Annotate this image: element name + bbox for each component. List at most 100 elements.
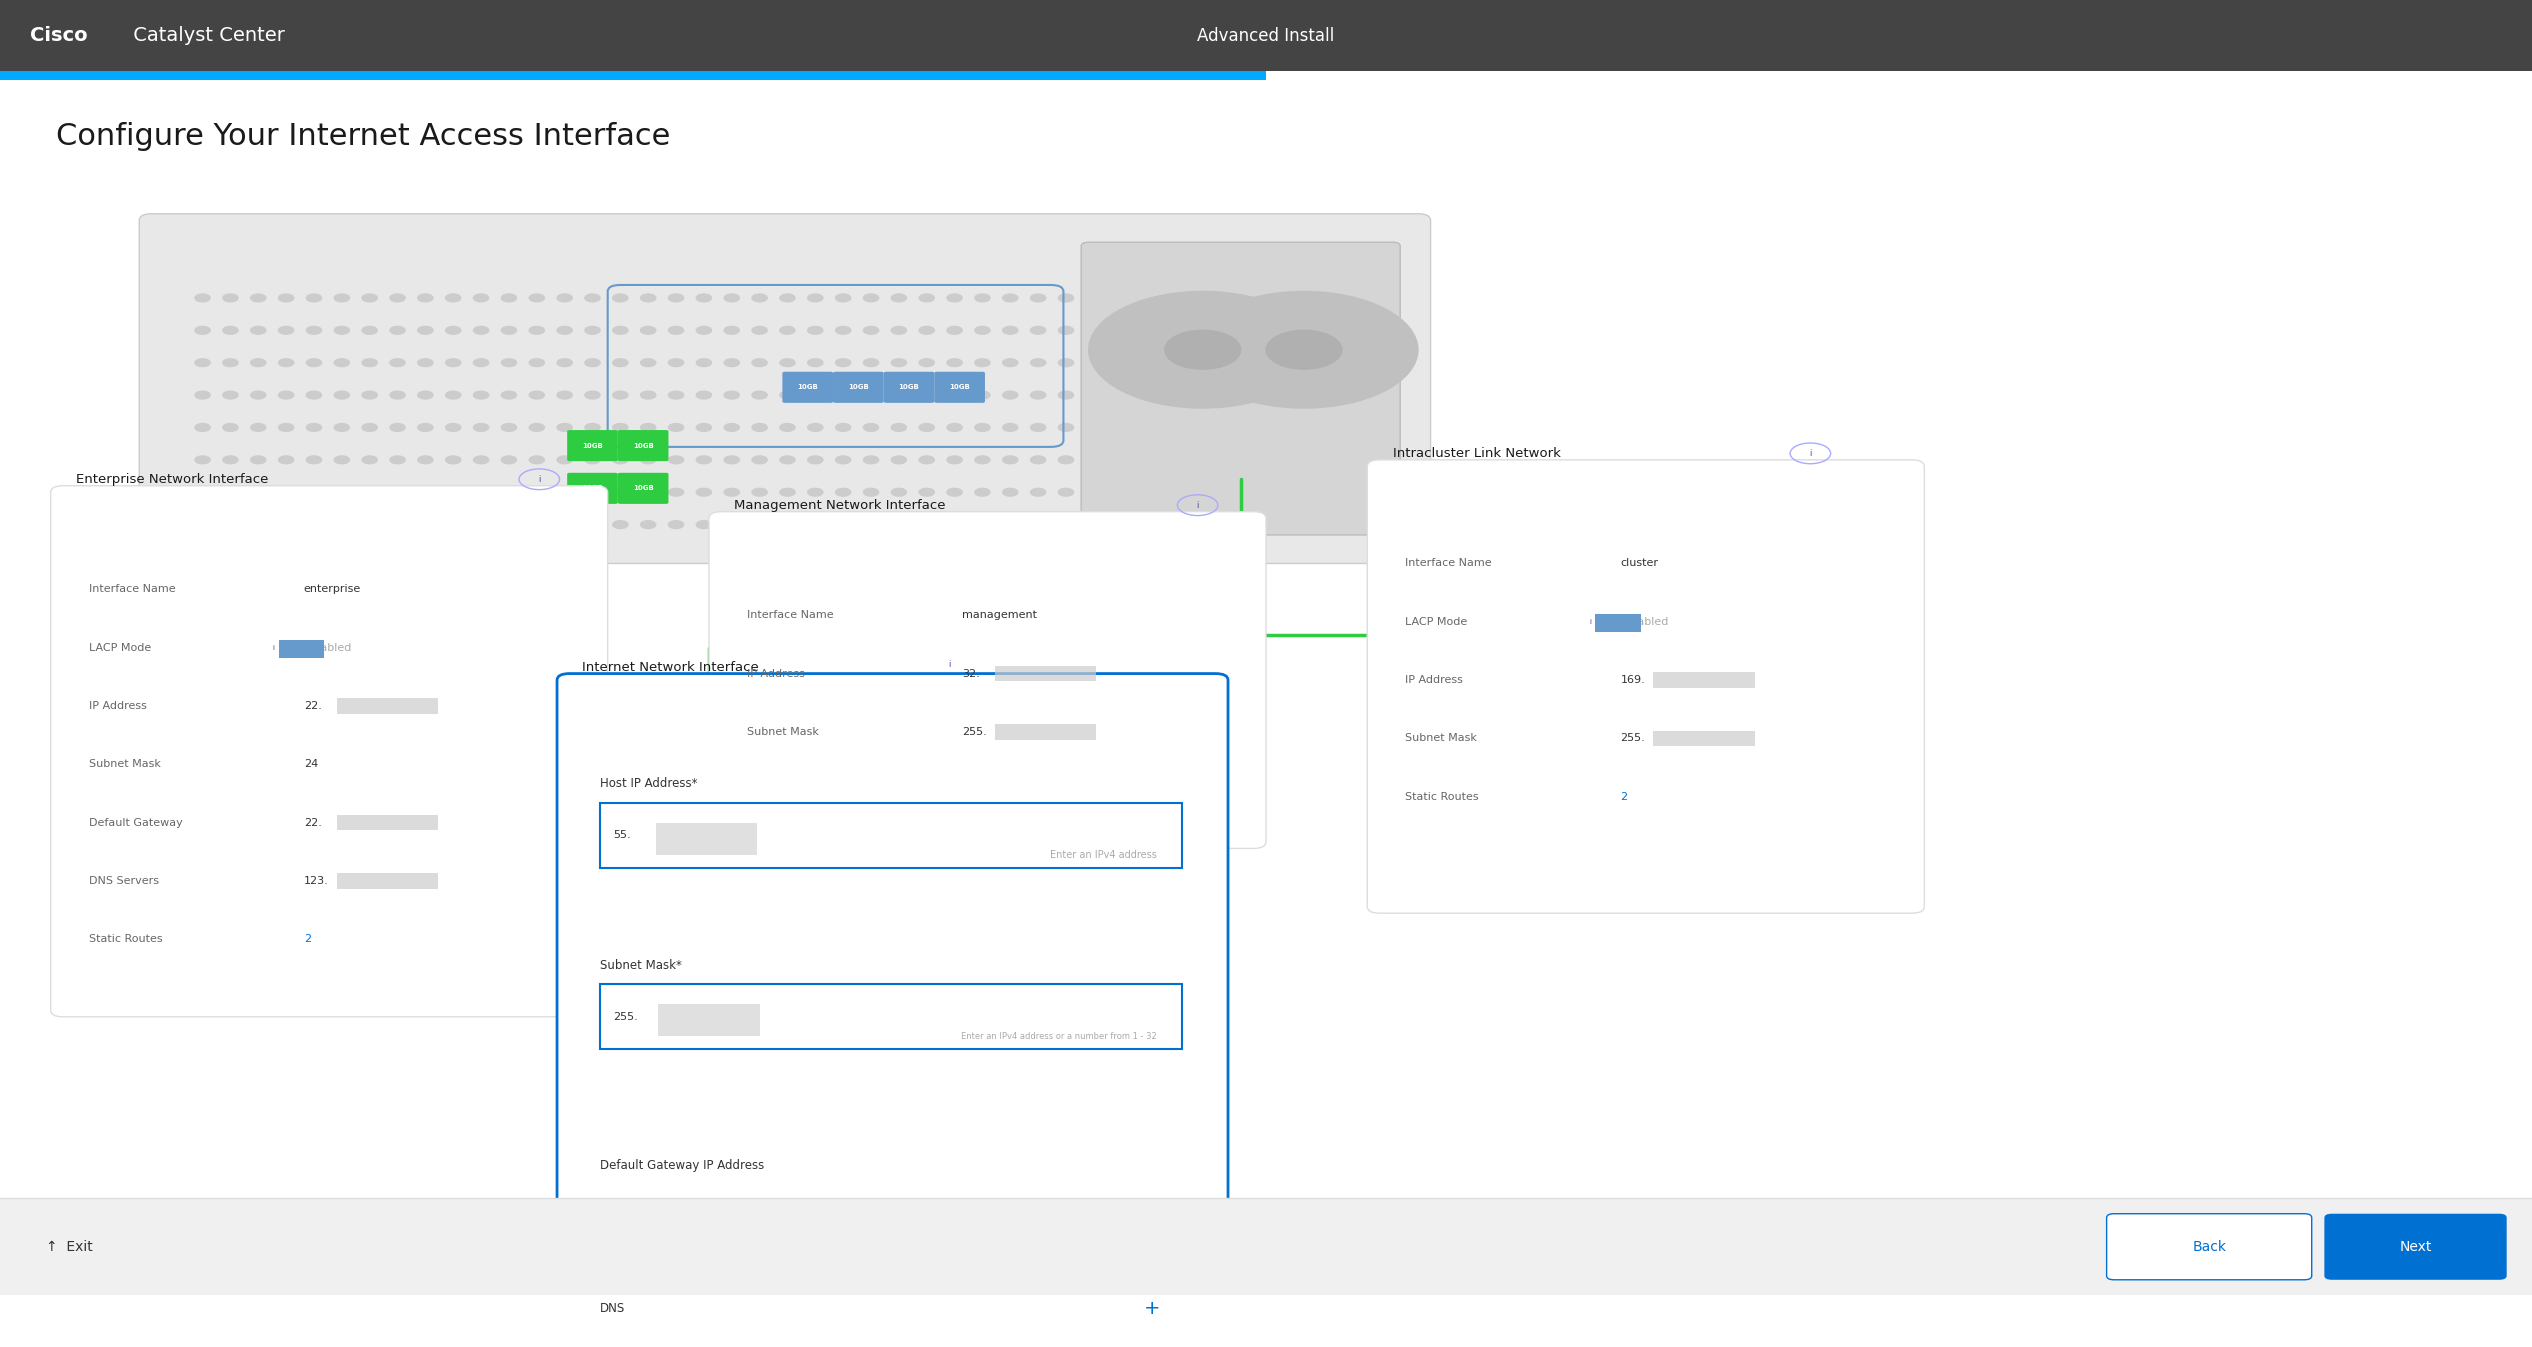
Circle shape	[863, 521, 879, 528]
FancyBboxPatch shape	[337, 815, 438, 830]
Circle shape	[1114, 358, 1129, 366]
Circle shape	[1165, 330, 1241, 369]
Text: 10GB: 10GB	[848, 384, 868, 391]
Circle shape	[975, 358, 990, 366]
Circle shape	[418, 521, 433, 528]
Circle shape	[1003, 455, 1018, 463]
Circle shape	[808, 423, 823, 431]
FancyBboxPatch shape	[600, 985, 1182, 1049]
Circle shape	[473, 294, 489, 302]
Circle shape	[334, 423, 349, 431]
Text: Default Gateway already configured in Enterprise Network: Default Gateway already configured in En…	[600, 1200, 886, 1210]
FancyBboxPatch shape	[139, 214, 1431, 563]
Text: 55.: 55.	[613, 831, 630, 841]
Circle shape	[1058, 489, 1074, 496]
Text: Subnet Mask*: Subnet Mask*	[600, 959, 681, 971]
Text: 2: 2	[1620, 792, 1628, 801]
Circle shape	[613, 294, 628, 302]
Circle shape	[1170, 521, 1185, 528]
Circle shape	[1031, 391, 1046, 399]
Circle shape	[1086, 326, 1101, 334]
Circle shape	[836, 391, 851, 399]
Circle shape	[752, 294, 767, 302]
Circle shape	[947, 326, 962, 334]
Text: enterprise: enterprise	[304, 585, 362, 594]
Circle shape	[641, 455, 656, 463]
Circle shape	[1253, 294, 1269, 302]
Circle shape	[1142, 489, 1157, 496]
Circle shape	[863, 294, 879, 302]
FancyBboxPatch shape	[995, 725, 1096, 740]
Circle shape	[390, 391, 405, 399]
Circle shape	[251, 294, 266, 302]
FancyBboxPatch shape	[279, 640, 324, 659]
Text: Intracluster Link Network: Intracluster Link Network	[1393, 447, 1560, 459]
Circle shape	[836, 521, 851, 528]
Circle shape	[585, 358, 600, 366]
Bar	[0, 1199, 2532, 1296]
Text: Static Routes: Static Routes	[1405, 792, 1479, 801]
Circle shape	[418, 358, 433, 366]
Circle shape	[780, 358, 795, 366]
Circle shape	[306, 391, 322, 399]
Text: Subnet Mask: Subnet Mask	[747, 727, 818, 737]
Circle shape	[390, 358, 405, 366]
Circle shape	[724, 294, 739, 302]
Circle shape	[1281, 423, 1296, 431]
Circle shape	[585, 423, 600, 431]
FancyBboxPatch shape	[600, 803, 1182, 867]
Circle shape	[501, 423, 517, 431]
Circle shape	[223, 326, 238, 334]
Circle shape	[1253, 423, 1269, 431]
Circle shape	[557, 489, 572, 496]
Circle shape	[1190, 291, 1418, 408]
Text: Host IP Address*: Host IP Address*	[600, 777, 699, 791]
Circle shape	[529, 489, 544, 496]
FancyBboxPatch shape	[656, 823, 757, 855]
Circle shape	[362, 455, 377, 463]
Circle shape	[418, 423, 433, 431]
Circle shape	[1198, 358, 1213, 366]
Circle shape	[1086, 455, 1101, 463]
Circle shape	[362, 489, 377, 496]
Circle shape	[446, 326, 461, 334]
Circle shape	[1281, 294, 1296, 302]
Text: 10GB: 10GB	[633, 485, 653, 492]
Circle shape	[223, 521, 238, 528]
Circle shape	[668, 455, 684, 463]
FancyBboxPatch shape	[1367, 459, 1924, 913]
Text: Disabled: Disabled	[304, 643, 352, 653]
Circle shape	[1198, 489, 1213, 496]
Text: Enter an IPv4 address or a number from 1 - 32: Enter an IPv4 address or a number from 1…	[962, 1032, 1157, 1041]
Circle shape	[696, 489, 711, 496]
Text: Static Routes: Static Routes	[89, 933, 162, 944]
Text: 123.: 123.	[304, 876, 329, 886]
Circle shape	[362, 358, 377, 366]
FancyBboxPatch shape	[567, 473, 618, 504]
Circle shape	[752, 489, 767, 496]
Circle shape	[613, 521, 628, 528]
Circle shape	[223, 391, 238, 399]
Circle shape	[585, 391, 600, 399]
Text: Cisco: Cisco	[30, 26, 89, 44]
Circle shape	[1253, 358, 1269, 366]
Circle shape	[446, 489, 461, 496]
Circle shape	[473, 326, 489, 334]
Circle shape	[1086, 391, 1101, 399]
Circle shape	[529, 423, 544, 431]
Circle shape	[1086, 423, 1101, 431]
Circle shape	[1142, 294, 1157, 302]
Text: Enter an IPv4 address: Enter an IPv4 address	[1051, 850, 1157, 859]
Circle shape	[668, 391, 684, 399]
Circle shape	[251, 358, 266, 366]
Circle shape	[836, 294, 851, 302]
Circle shape	[919, 521, 934, 528]
Circle shape	[1031, 326, 1046, 334]
Circle shape	[1253, 391, 1269, 399]
Text: 10GB: 10GB	[899, 384, 919, 391]
Circle shape	[641, 489, 656, 496]
Circle shape	[473, 455, 489, 463]
Text: 10GB: 10GB	[582, 485, 603, 492]
Circle shape	[1253, 521, 1269, 528]
Circle shape	[1170, 294, 1185, 302]
